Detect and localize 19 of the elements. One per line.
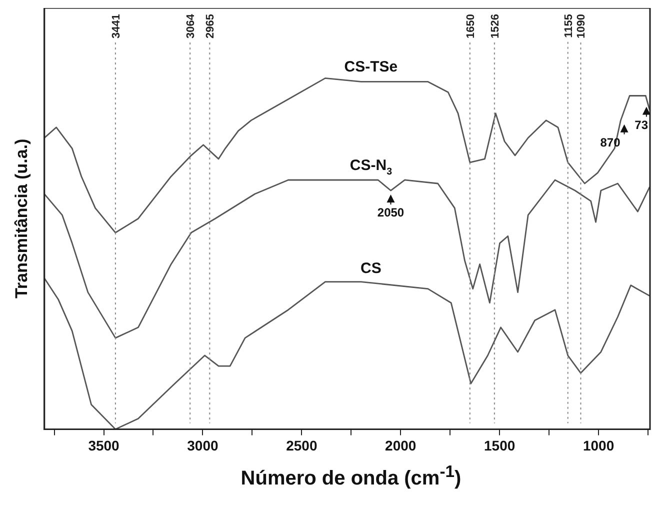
- y-axis-title: Transmitância (u.a.): [12, 138, 31, 298]
- x-axis-title: Número de onda (cm$^{-1}$): [240, 462, 462, 491]
- ref-line-label: 2965: [204, 14, 217, 38]
- x-tick-label: 1500: [484, 437, 516, 454]
- x-tick-label: 2000: [385, 437, 416, 454]
- ref-line-label: 3064: [185, 13, 198, 38]
- x-tick-label: 2500: [286, 437, 318, 454]
- ref-line-label: 1650: [464, 14, 477, 38]
- ref-line-label: 1526: [489, 14, 502, 38]
- x-tick-label: 3500: [88, 437, 120, 454]
- annotation: 73: [634, 118, 648, 132]
- annotation: 2050: [377, 206, 404, 220]
- series-label: CS: [360, 260, 382, 277]
- ref-line-label: 1155: [562, 14, 575, 38]
- x-tick-label: 3000: [187, 437, 219, 454]
- series-label: CS-TSe: [344, 58, 398, 76]
- x-tick-label: 1000: [582, 437, 614, 454]
- ref-line-label: 3441: [110, 14, 122, 38]
- ref-line-label: 1090: [576, 14, 588, 38]
